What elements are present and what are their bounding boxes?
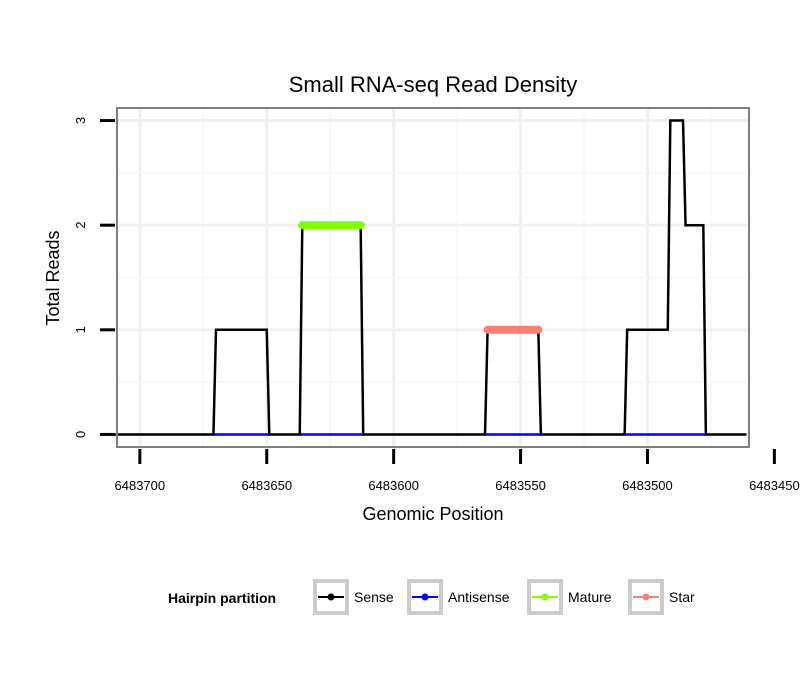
y-axis: 0 1 2 3: [73, 117, 115, 438]
legend-label: Antisense: [448, 589, 510, 605]
y-tick-label: 3: [73, 117, 88, 124]
x-tick-label: 6483700: [115, 478, 166, 493]
legend: Hairpin partition Sense Antisense Mature St…: [168, 579, 695, 615]
x-tick-label: 6483650: [241, 478, 292, 493]
y-tick-label: 0: [73, 431, 88, 438]
x-axis: 6483700 6483650 6483600 6483550 6483500 64834…: [115, 449, 800, 493]
legend-item-sense: Sense: [313, 579, 394, 615]
y-tick-label: 2: [73, 222, 88, 229]
legend-title: Hairpin partition: [168, 590, 276, 606]
y-tick-label: 1: [73, 326, 88, 333]
x-tick-label: 6483450: [749, 478, 800, 493]
legend-key-dot: [541, 593, 549, 601]
chart-title: Small RNA-seq Read Density: [289, 72, 578, 97]
series-lines: [114, 119, 747, 436]
y-axis-title: Total Reads: [43, 230, 63, 325]
legend-key-dot: [642, 593, 650, 601]
grid-lines: [117, 108, 749, 447]
x-axis-title: Genomic Position: [362, 504, 503, 524]
legend-label: Sense: [354, 589, 394, 605]
legend-label: Star: [669, 589, 695, 605]
legend-key-dot: [421, 593, 429, 601]
x-tick-label: 6483550: [495, 478, 546, 493]
legend-item-mature: Mature: [527, 579, 612, 615]
legend-label: Mature: [568, 589, 612, 605]
x-tick-label: 6483600: [368, 478, 419, 493]
plot-panel-border: [116, 107, 750, 448]
legend-item-antisense: Antisense: [407, 579, 510, 615]
legend-item-star: Star: [628, 579, 695, 615]
legend-key-dot: [327, 593, 335, 601]
x-tick-label: 6483500: [622, 478, 673, 493]
